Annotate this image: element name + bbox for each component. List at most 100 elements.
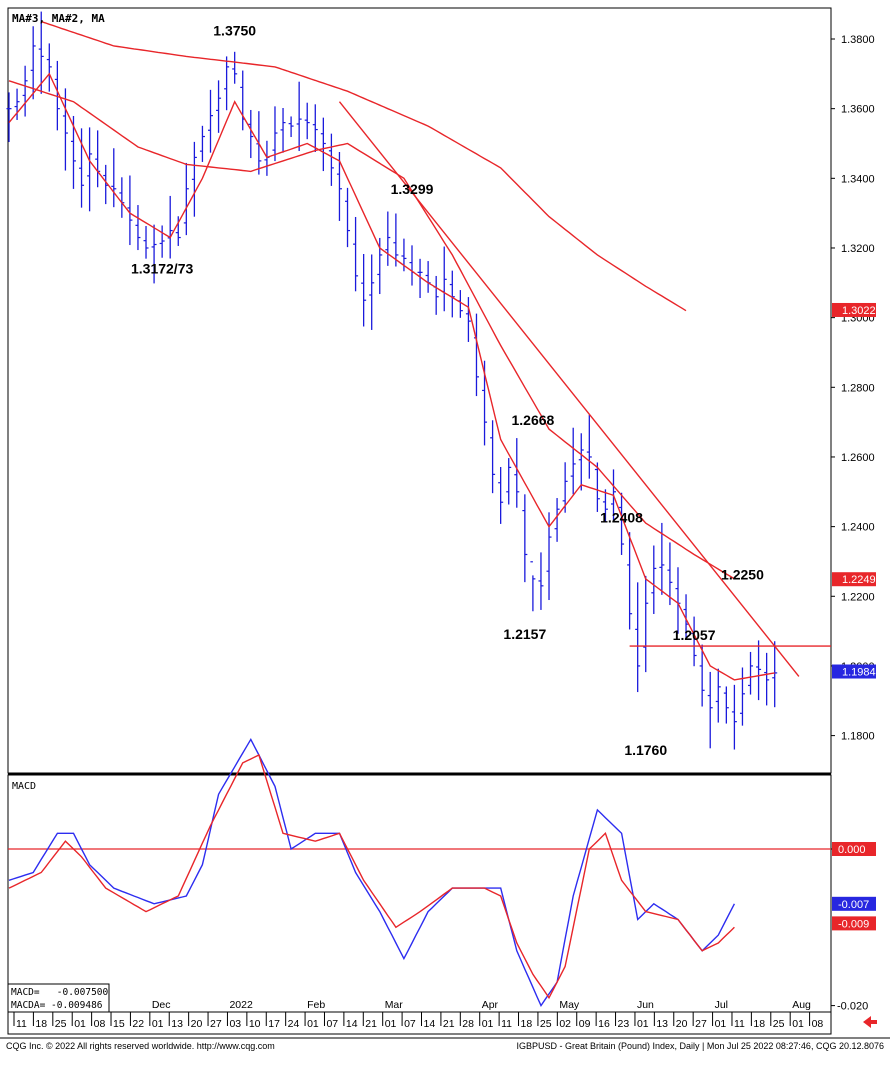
price-bar [87, 127, 93, 212]
date-tick-label: 01 [715, 1018, 727, 1030]
price-badge: 1.1984 [832, 664, 876, 679]
price-bar [167, 195, 173, 259]
price-annotation: 1.3299 [391, 181, 434, 197]
chart-frame [0, 7, 890, 1039]
price-bar [191, 141, 197, 217]
price-bar [320, 117, 326, 172]
price-bar [562, 462, 568, 513]
drawn-lines[interactable] [338, 101, 831, 677]
price-annotation: 1.3172/73 [131, 260, 193, 276]
price-bar [328, 133, 334, 186]
price-bar [151, 224, 157, 284]
price-bar [208, 89, 213, 153]
svg-text:0.000: 0.000 [838, 844, 866, 856]
date-tick-label: 14 [424, 1018, 436, 1030]
scroll-arrow-icon[interactable] [863, 1016, 877, 1028]
month-label: Jul [715, 999, 728, 1011]
svg-text:-0.007: -0.007 [838, 899, 869, 911]
price-bar [731, 684, 737, 750]
price-bar [143, 226, 149, 259]
price-annotation: 1.3750 [213, 23, 256, 39]
date-axis: 11 18 25 01 08 15 22 01 13 20 27 03 10 17 24 01 07 14 21 01… [13, 999, 823, 1030]
date-tick-label: 08 [94, 1018, 106, 1030]
price-bar [764, 652, 770, 706]
price-bar [224, 56, 230, 111]
price-bar [127, 175, 133, 246]
price-bar [288, 116, 294, 138]
price-bar [425, 261, 431, 293]
price-bar [578, 433, 584, 491]
price-annotation: 1.2157 [503, 626, 546, 642]
price-tick-label: 1.3800 [841, 34, 875, 46]
price-bar [393, 213, 399, 267]
price-bar [723, 686, 729, 724]
price-tick-label: 1.2200 [841, 591, 875, 603]
price-bar [409, 245, 415, 286]
price-bar [62, 88, 68, 171]
ma-mid-line [8, 80, 735, 580]
date-tick-label: 10 [249, 1018, 261, 1030]
price-bar [248, 109, 254, 159]
price-bar [70, 115, 76, 189]
ma-fast-line [8, 72, 775, 681]
price-bar [635, 582, 641, 693]
price-annotation: 1.2250 [721, 567, 764, 583]
date-tick-label: 24 [288, 1018, 300, 1030]
price-tick-label: 1.2400 [841, 522, 875, 534]
price-bar [6, 92, 12, 143]
price-tick-label: 1.1800 [841, 731, 875, 743]
price-bar [183, 162, 189, 236]
price-bar [586, 414, 592, 479]
svg-text:1.2249: 1.2249 [842, 574, 876, 586]
date-tick-label: 20 [191, 1018, 203, 1030]
date-tick-label: 01 [152, 1018, 164, 1030]
date-tick-label: 07 [326, 1018, 338, 1030]
price-bar [449, 270, 455, 318]
date-tick-label: 17 [268, 1018, 280, 1030]
price-annotation: 1.2057 [673, 627, 716, 643]
price-bar [643, 575, 649, 673]
date-tick-label: 11 [16, 1018, 27, 1030]
price-badges: 1.3022 1.2249 1.1984 [832, 302, 876, 679]
price-tick-label: 1.3400 [841, 173, 875, 185]
macd-pane-border [7, 774, 832, 1013]
month-label: Dec [152, 999, 171, 1011]
price-bar [175, 216, 181, 246]
footer-right: IGBPUSD - Great Britain (Pound) Index, D… [516, 1041, 884, 1051]
macda-value: MACDA= -0.009486 [11, 1000, 103, 1011]
price-bars [6, 11, 778, 750]
price-tick-label: 1.2800 [841, 382, 875, 394]
price-bar [54, 60, 60, 131]
price-bar [619, 492, 625, 555]
month-label: Jun [637, 999, 654, 1011]
date-tick-label: 14 [346, 1018, 358, 1030]
footer-left: CQG Inc. © 2022 All rights reserved worl… [6, 1041, 275, 1051]
price-tick-label: 1.3600 [841, 104, 875, 116]
price-bar [659, 522, 665, 595]
legend-top: MA#3, MA#2, MA [12, 12, 105, 25]
date-tick-label: 01 [74, 1018, 86, 1030]
price-bar [336, 152, 342, 221]
price-bar [30, 26, 36, 100]
macd-tick-label: -0.020 [837, 1001, 868, 1013]
date-axis-border [7, 1011, 832, 1035]
price-bar [385, 211, 391, 266]
price-bar [739, 667, 745, 726]
price-bar [748, 651, 754, 695]
price-annotation: 1.1760 [624, 742, 667, 758]
price-bar [594, 462, 600, 512]
date-tick-label: 21 [365, 1018, 377, 1030]
price-bar [756, 640, 762, 701]
price-bar [199, 125, 205, 162]
price-bar [135, 205, 141, 251]
date-tick-label: 18 [521, 1018, 533, 1030]
month-label: Mar [385, 999, 404, 1011]
price-bar [417, 258, 423, 299]
price-bar [369, 254, 375, 330]
price-bar [667, 542, 673, 606]
price-annotation: 1.2408 [600, 509, 643, 525]
downtrend-line[interactable] [338, 101, 800, 677]
moving-averages [8, 20, 775, 681]
price-bar [312, 104, 318, 152]
